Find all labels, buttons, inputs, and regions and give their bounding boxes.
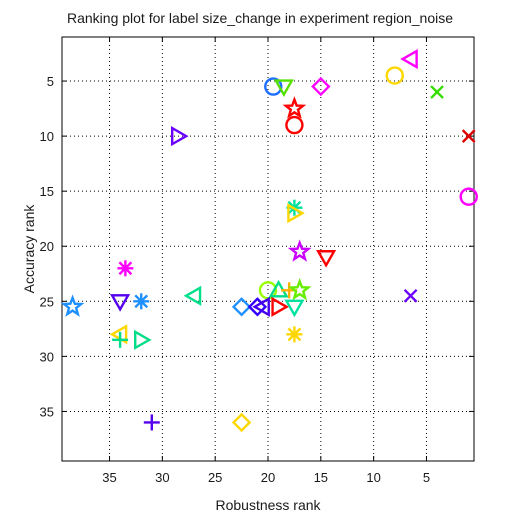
y-tick-label: 30: [40, 349, 54, 364]
x-tick-label: 5: [423, 470, 430, 485]
x-axis-label: Robustness rank: [215, 497, 321, 513]
data-point-asterisk: [286, 326, 303, 343]
axis-ticks: 35 30 25 20 15 10 5 5 10 15 20 25 30 35: [40, 37, 474, 485]
x-tick-label: 20: [261, 470, 275, 485]
data-point-diamond: [231, 297, 252, 317]
data-point-x: [403, 288, 418, 303]
data-point-triangle-down: [110, 294, 131, 312]
data-point-triangle-right: [287, 203, 305, 224]
y-axis-label: Accuracy rank: [21, 204, 37, 294]
data-point-plus: [112, 331, 129, 348]
data-point-star: [287, 239, 312, 262]
data-point-triangle-down: [273, 79, 294, 97]
y-tick-label: 5: [47, 74, 54, 89]
y-tick-label: 25: [40, 294, 54, 309]
data-point-triangle-right: [134, 329, 152, 350]
data-point-diamond: [311, 76, 331, 97]
y-tick-label: 15: [40, 184, 54, 199]
data-point-star: [282, 96, 307, 119]
data-point-circle: [459, 187, 478, 206]
data-point-triangle-down: [284, 299, 305, 318]
data-point-star: [287, 277, 312, 301]
data-point-x: [461, 129, 476, 143]
data-point-circle: [264, 77, 283, 96]
data-point-x: [430, 85, 444, 99]
x-tick-label: 15: [314, 470, 328, 485]
data-point-diamond: [247, 297, 268, 317]
plot-frame: [61, 36, 475, 462]
x-tick-label: 25: [208, 470, 222, 485]
chart-title: Ranking plot for label size_change in ex…: [67, 10, 453, 26]
grid-lines: [62, 37, 474, 461]
y-tick-label: 35: [40, 404, 54, 419]
y-tick-label: 20: [40, 239, 54, 254]
data-point-circle: [385, 66, 404, 85]
data-point-triangle-left: [400, 48, 418, 70]
x-tick-label: 10: [366, 470, 380, 485]
data-point-asterisk: [117, 260, 134, 277]
x-tick-label: 30: [155, 470, 169, 485]
data-point-diamond: [231, 412, 252, 433]
data-points: [60, 48, 478, 433]
data-point-triangle-right: [271, 296, 289, 317]
data-point-triangle-right: [171, 126, 189, 147]
data-point-triangle-left: [252, 296, 270, 317]
data-point-triangle-down: [316, 250, 337, 268]
x-tick-label: 35: [102, 470, 116, 485]
y-tick-label: 10: [40, 129, 54, 144]
data-point-star: [60, 294, 85, 317]
data-point-triangle-left: [183, 285, 202, 306]
data-point-asterisk: [133, 293, 150, 310]
data-point-plus: [143, 414, 160, 431]
data-point-circle: [285, 115, 304, 135]
